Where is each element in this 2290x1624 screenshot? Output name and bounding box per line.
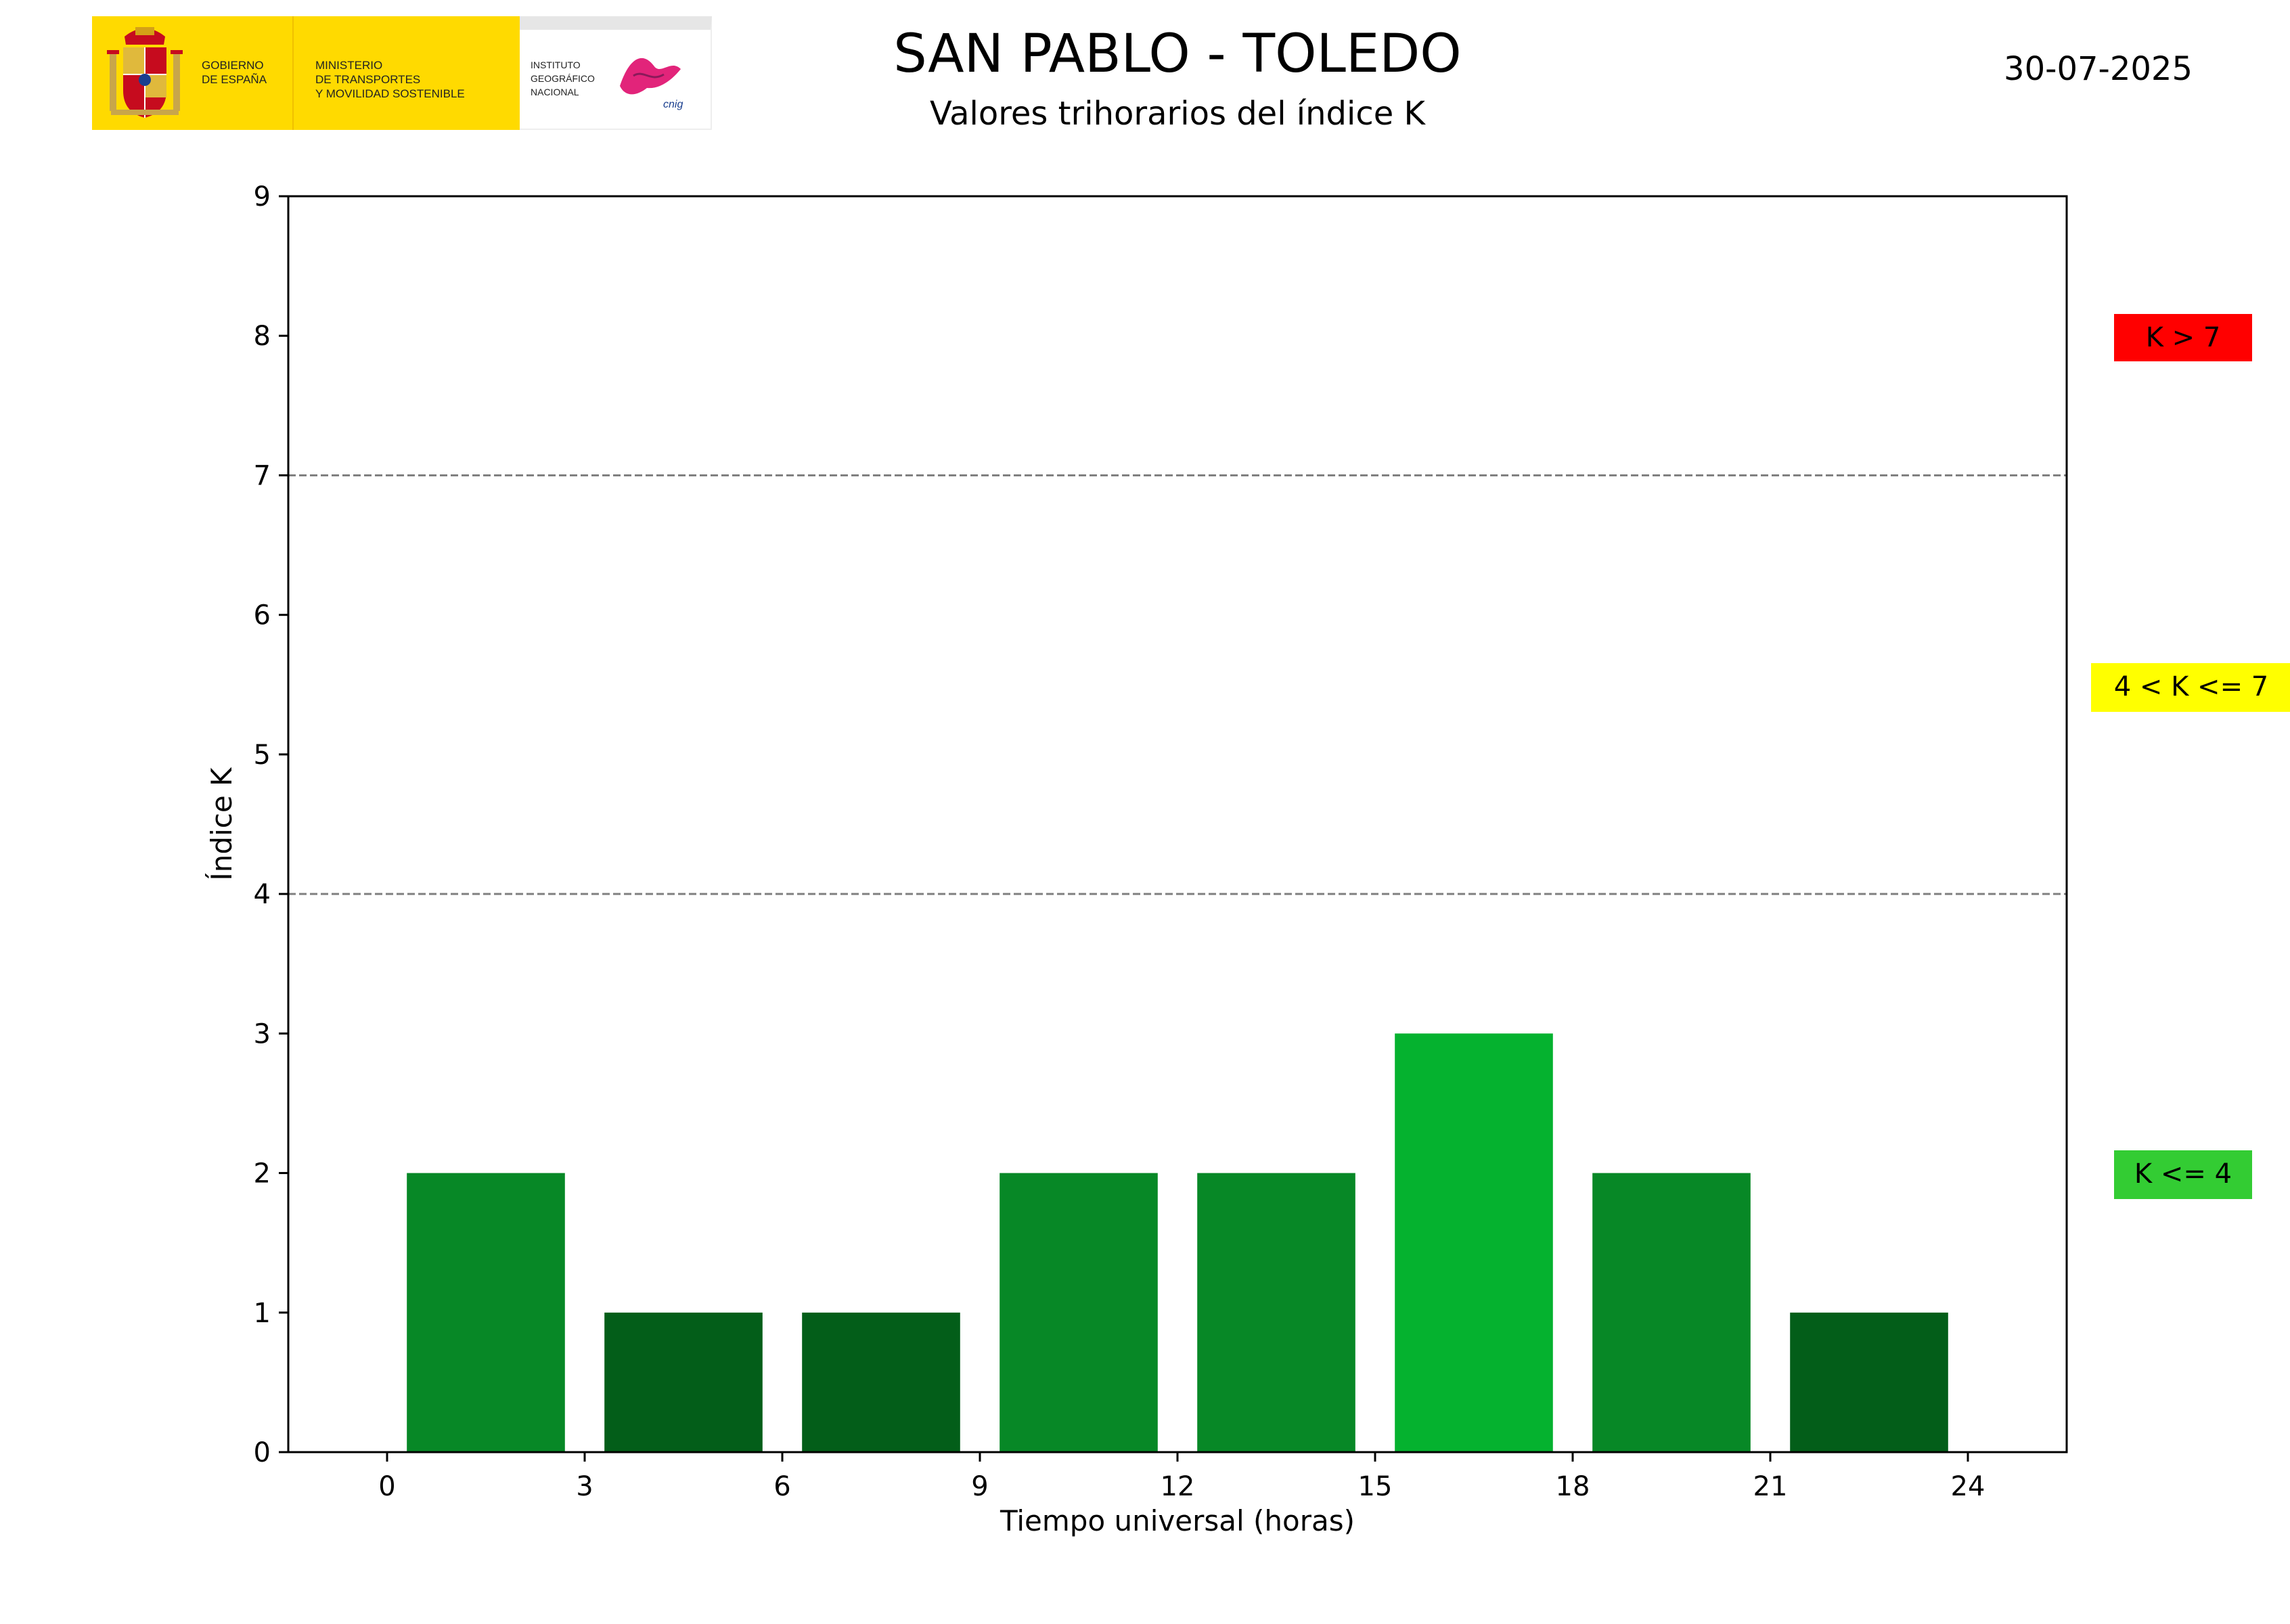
government-logo: GOBIERNO DE ESPAÑA MINISTERIO DE TRANSPO… xyxy=(92,16,520,130)
x-tick-label: 3 xyxy=(576,1471,593,1502)
y-axis-label: Índice K xyxy=(204,767,238,881)
chart-date: 30-07-2025 xyxy=(2004,50,2193,88)
x-tick-label: 24 xyxy=(1951,1471,1985,1502)
logo-divider xyxy=(292,16,294,130)
x-tick-label: 15 xyxy=(1358,1471,1393,1502)
y-tick-label: 3 xyxy=(254,1018,271,1050)
x-axis-label: Tiempo universal (horas) xyxy=(1000,1504,1355,1537)
chart-subtitle: Valores trihorarios del índice K xyxy=(929,95,1426,133)
legend-mid: 4 < K <= 7 xyxy=(2091,663,2290,712)
legend-high: K > 7 xyxy=(2114,314,2252,361)
x-tick-label: 12 xyxy=(1161,1471,1195,1502)
bar-4 xyxy=(1197,1173,1355,1452)
bar-1 xyxy=(604,1312,763,1452)
bar-2 xyxy=(802,1312,960,1452)
gov-logo-text: GOBIERNO DE ESPAÑA xyxy=(202,59,267,86)
y-tick-label: 5 xyxy=(254,740,271,771)
y-tick-label: 0 xyxy=(254,1437,271,1468)
coat-of-arms-icon xyxy=(107,27,183,118)
y-tick-label: 6 xyxy=(254,600,271,631)
ign-logo: INSTITUTO GEOGRÁFICO NACIONAL cnig xyxy=(520,16,712,130)
legend-low: K <= 4 xyxy=(2114,1150,2252,1199)
y-tick-label: 7 xyxy=(254,460,271,491)
y-tick-label: 8 xyxy=(254,321,271,352)
ministry-logo-text: MINISTERIO DE TRANSPORTES Y MOVILIDAD SO… xyxy=(315,59,465,100)
ign-logo-text: INSTITUTO GEOGRÁFICO NACIONAL xyxy=(531,60,595,97)
y-tick-label: 1 xyxy=(254,1298,271,1329)
ign-swirl-icon xyxy=(620,58,681,95)
chart-title: SAN PABLO - TOLEDO xyxy=(893,24,1462,85)
bar-0 xyxy=(407,1173,565,1452)
y-tick-label: 4 xyxy=(254,879,271,910)
bar-5 xyxy=(1395,1033,1553,1452)
x-tick-label: 0 xyxy=(378,1471,395,1502)
x-tick-label: 9 xyxy=(971,1471,988,1502)
cnig-logo-text: cnig xyxy=(663,99,683,110)
y-tick-label: 9 xyxy=(254,181,271,212)
x-tick-label: 6 xyxy=(773,1471,790,1502)
x-tick-label: 21 xyxy=(1753,1471,1788,1502)
bar-6 xyxy=(1592,1173,1751,1452)
bar-7 xyxy=(1790,1312,1948,1452)
bar-3 xyxy=(1000,1173,1158,1452)
y-tick-label: 2 xyxy=(254,1158,271,1190)
x-tick-label: 18 xyxy=(1556,1471,1590,1502)
